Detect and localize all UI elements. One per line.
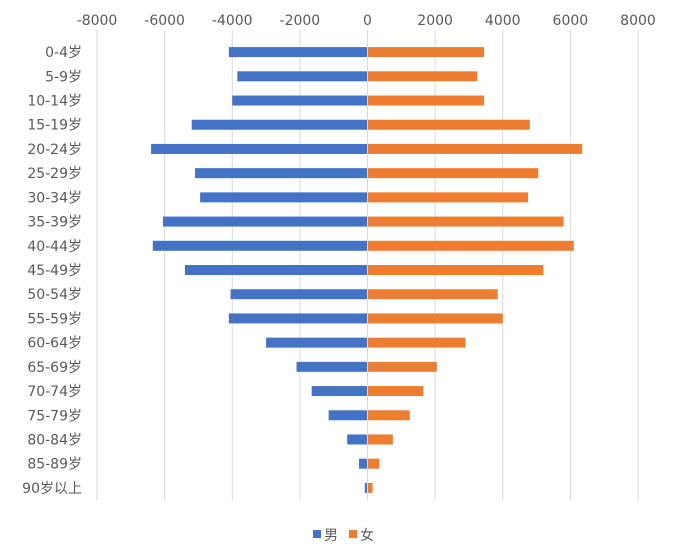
x-tick-label: -8000: [77, 13, 118, 29]
bar-male: [228, 47, 368, 58]
bar-female: [367, 361, 437, 372]
bar-male: [228, 313, 368, 324]
bar-female: [367, 337, 466, 348]
category-label: 35-39岁: [27, 215, 82, 231]
category-label: 40-44岁: [27, 239, 82, 255]
category-label: 0-4岁: [45, 45, 82, 61]
bars: [151, 47, 583, 493]
x-tick-label: 4000: [485, 13, 521, 29]
category-label: 15-19岁: [27, 118, 82, 134]
x-tick-label: -2000: [280, 13, 321, 29]
bar-female: [367, 265, 544, 275]
bar-female: [367, 386, 424, 397]
bar-female: [367, 482, 373, 493]
legend-swatch-male: [313, 530, 321, 538]
bar-male: [347, 434, 368, 445]
bar-male: [191, 119, 368, 130]
bar-female: [367, 458, 380, 469]
category-label: 10-14岁: [27, 94, 82, 110]
category-label: 85-89岁: [27, 457, 82, 473]
category-label: 25-29岁: [27, 166, 82, 182]
bar-male: [152, 240, 368, 251]
bar-female: [367, 168, 539, 179]
bar-female: [367, 313, 503, 324]
bar-female: [367, 192, 529, 203]
category-label: 50-54岁: [27, 287, 82, 303]
x-tick-label: 2000: [417, 13, 453, 29]
legend-label-female: 女: [360, 527, 374, 544]
bar-male: [200, 192, 368, 203]
bar-female: [367, 410, 410, 421]
legend-swatch-female: [349, 530, 357, 538]
category-label: 60-64岁: [27, 336, 82, 352]
category-label: 20-24岁: [27, 142, 82, 158]
x-tick-label: 0: [363, 13, 372, 29]
category-label: 90岁以上: [22, 481, 82, 497]
bar-male: [162, 216, 368, 227]
bar-male: [364, 482, 368, 493]
bar-male: [232, 95, 368, 106]
x-axis-tick-labels: -8000 -6000 -4000 -2000 0 2000 4000 6000 8000: [77, 13, 656, 29]
bar-male: [237, 71, 368, 82]
bar-male: [328, 410, 368, 421]
category-label: 70-74岁: [27, 384, 82, 400]
bar-male: [266, 337, 368, 348]
bar-female: [367, 71, 478, 82]
bar-female: [367, 240, 574, 251]
y-axis-category-labels: 0-4岁 5-9岁 10-14岁 15-19岁 20-24岁 25-29岁 30-34岁 35…: [22, 45, 82, 497]
category-label: 80-84岁: [27, 432, 82, 448]
bar-male: [195, 168, 368, 179]
bar-female: [367, 216, 564, 227]
bar-female: [367, 143, 583, 154]
bar-male: [311, 386, 368, 397]
category-label: 55-59岁: [27, 311, 82, 327]
category-label: 65-69岁: [27, 360, 82, 376]
x-tick-label: -6000: [144, 13, 185, 29]
category-label: 30-34岁: [27, 190, 82, 206]
bar-female: [367, 434, 393, 445]
bar-male: [359, 458, 368, 469]
x-tick-label: 8000: [620, 13, 656, 29]
bar-female: [367, 95, 485, 106]
bar-female: [367, 289, 498, 300]
legend: 男 女: [313, 527, 374, 544]
bar-female: [367, 119, 530, 130]
bar-female: [367, 47, 485, 58]
x-tick-label: 6000: [553, 13, 589, 29]
bar-male: [230, 289, 368, 300]
bar-male: [151, 143, 368, 154]
bar-male: [184, 265, 368, 275]
x-tick-label: -4000: [212, 13, 253, 29]
category-label: 45-49岁: [27, 263, 82, 279]
category-label: 75-79岁: [27, 408, 82, 424]
legend-label-male: 男: [324, 528, 338, 544]
bar-male: [296, 361, 368, 372]
category-label: 5-9岁: [45, 69, 82, 85]
